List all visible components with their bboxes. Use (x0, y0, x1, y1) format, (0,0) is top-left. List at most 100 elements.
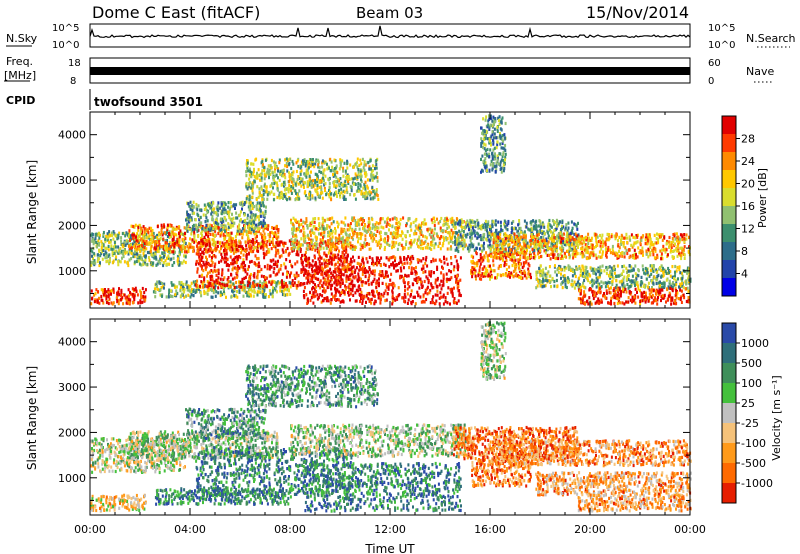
echo-cell (281, 285, 284, 289)
echo-cell (430, 230, 433, 234)
echo-cell (192, 200, 195, 204)
echo-cell (251, 195, 254, 199)
echo-cell (313, 231, 316, 235)
echo-cell (284, 192, 287, 196)
echo-cell (325, 282, 328, 286)
echo-cell (322, 246, 325, 250)
echo-cell (266, 267, 269, 271)
echo-cell (223, 252, 226, 256)
echo-cell (105, 294, 108, 298)
echo-cell (377, 241, 380, 245)
echo-cell (206, 274, 208, 278)
echo-cell (296, 227, 298, 231)
echo-cell (406, 292, 409, 296)
echo-cell (192, 280, 195, 284)
echo-cell (408, 266, 411, 270)
nave-tick-low: 0 (708, 76, 714, 87)
echo-cell (186, 201, 189, 205)
echo-cell (335, 164, 338, 168)
echo-cell (200, 258, 203, 262)
echo-cell (272, 288, 274, 292)
echo-cell (353, 216, 356, 220)
echo-cell (266, 167, 269, 171)
echo-cell (412, 283, 415, 287)
echo-cell (95, 232, 98, 236)
echo-cell (254, 283, 257, 287)
echo-cell (288, 178, 291, 182)
echo-cell (127, 288, 130, 292)
echo-cell (142, 225, 145, 229)
echo-cell (238, 213, 241, 218)
echo-cell (330, 198, 333, 202)
echo-cell (131, 287, 134, 291)
echo-cell (302, 294, 305, 298)
echo-cell (341, 229, 344, 233)
echo-cell (386, 238, 389, 242)
echo-cell (318, 226, 321, 230)
echo-cell (105, 256, 108, 260)
echo-cell (335, 175, 338, 179)
echo-cell (239, 244, 242, 248)
echo-cell (270, 158, 273, 163)
echo-cell (246, 290, 249, 294)
echo-cell (214, 284, 217, 288)
echo-cell (106, 254, 109, 258)
echo-cell (177, 241, 180, 246)
echo-cell (273, 234, 276, 238)
echo-cell (245, 254, 248, 258)
echo-cell (111, 261, 114, 265)
echo-cell (146, 235, 149, 239)
echo-cell (345, 279, 348, 283)
echo-cell (370, 167, 372, 171)
echo-cell (396, 231, 399, 236)
echo-cell (247, 169, 250, 173)
echo-cell (133, 294, 136, 298)
echo-cell (347, 242, 350, 247)
echo-cell (377, 256, 379, 260)
echo-cell (223, 216, 226, 220)
echo-cell (229, 255, 232, 259)
echo-cell (349, 163, 352, 167)
echo-cell (340, 259, 343, 263)
echo-cell (218, 260, 220, 264)
echo-cell (286, 270, 289, 274)
echo-cell (372, 189, 375, 194)
echo-cell (396, 297, 399, 301)
echo-cell (108, 256, 111, 261)
echo-cell (299, 244, 302, 248)
echo-cell (270, 259, 273, 263)
echo-cell (283, 184, 285, 188)
echo-cell (310, 181, 313, 185)
echo-cell (187, 285, 190, 289)
echo-cell (303, 158, 306, 162)
echo-cell (408, 234, 411, 238)
echo-cell (268, 280, 271, 284)
echo-cell (195, 262, 198, 266)
echo-cell (234, 234, 237, 239)
echo-cell (310, 242, 313, 246)
echo-cell (179, 249, 182, 253)
echo-cell (211, 261, 214, 265)
echo-cell (218, 250, 221, 254)
echo-cell (491, 225, 494, 229)
echo-cell (349, 193, 352, 197)
echo-cell (434, 301, 437, 305)
echo-cell (325, 242, 328, 246)
echo-cell (308, 272, 311, 276)
echo-cell (314, 269, 317, 273)
echo-cell (526, 255, 529, 260)
echo-cell (311, 247, 314, 251)
echo-cell (346, 177, 349, 181)
echo-cell (142, 233, 145, 238)
echo-cell (343, 246, 345, 250)
echo-cell (315, 265, 318, 269)
echo-cell (312, 217, 315, 221)
echo-cell (318, 232, 320, 236)
echo-cell (314, 198, 317, 202)
echo-cell (117, 249, 120, 253)
echo-cell (264, 295, 267, 299)
echo-cell (105, 300, 108, 305)
echo-cell (169, 294, 172, 298)
echo-cell (490, 275, 493, 279)
echo-cell (380, 256, 383, 260)
